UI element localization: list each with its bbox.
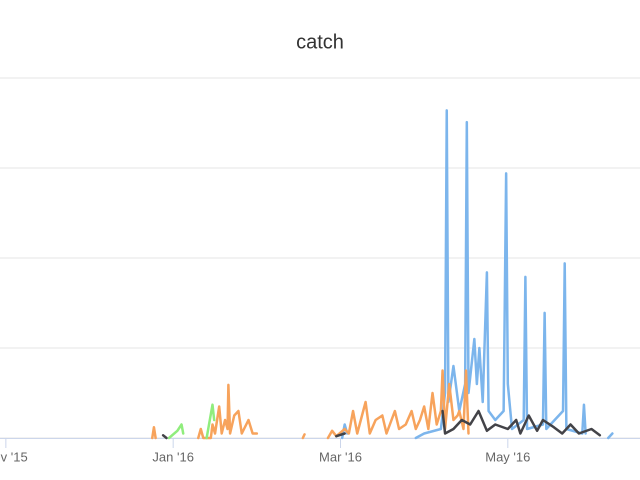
series-line <box>167 403 216 440</box>
series-line <box>161 409 602 440</box>
series-line <box>151 369 470 440</box>
x-tick-label: Nov '15 <box>0 449 28 464</box>
x-tick-label: May '16 <box>485 449 530 464</box>
chart-title: catch <box>296 31 344 53</box>
series-line <box>340 109 614 440</box>
x-tick-label: Jan '16 <box>152 449 194 464</box>
x-tick-label: Mar '16 <box>319 449 362 464</box>
